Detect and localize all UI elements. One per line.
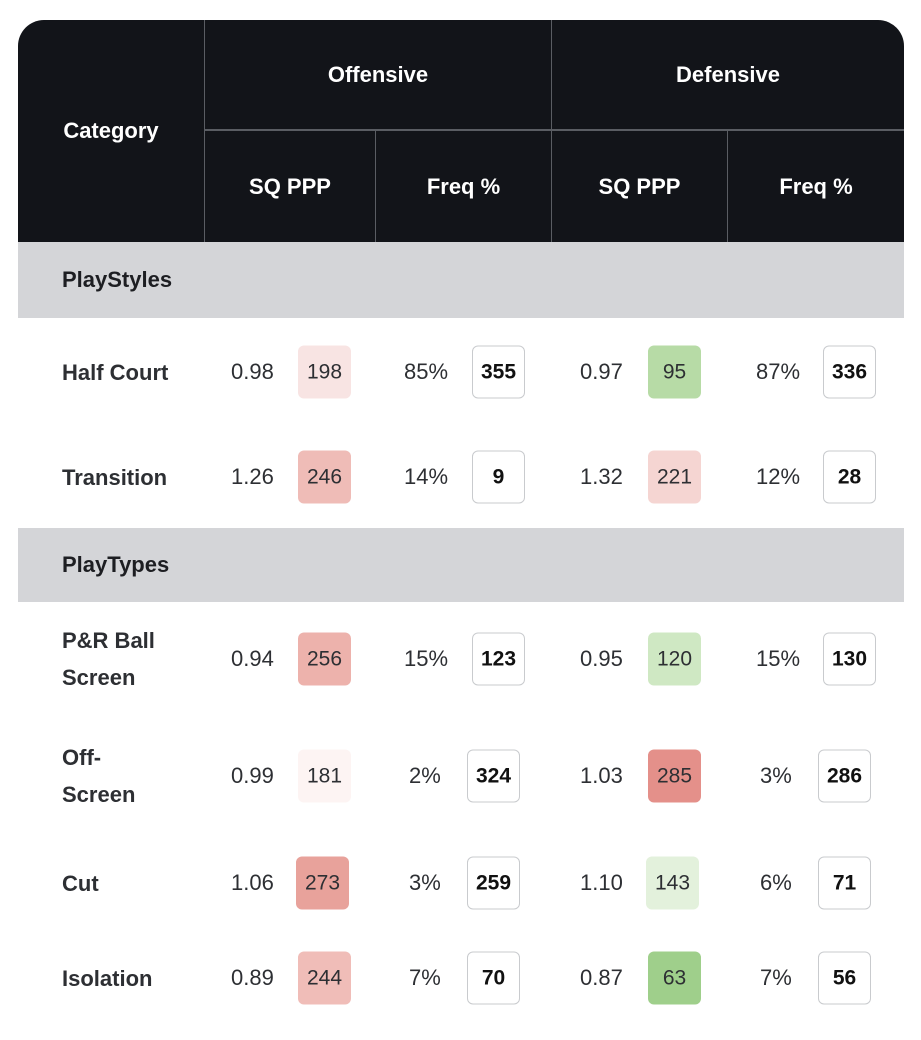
defensive-freq-rank: 336 [823,345,876,399]
defensive-freq-header[interactable]: Freq % [779,174,853,199]
defensive-sq-ppp-value: 0.87 [580,965,623,990]
row-category: P&R Ball Screen [62,628,155,690]
defensive-sq-ppp-value: 1.32 [580,464,623,489]
defensive-sq-ppp-rank: 63 [648,951,701,1005]
defensive-sq-ppp-rank: 143 [646,856,699,910]
stats-table: Category Offensive Defensive SQ PPP Freq… [18,20,904,1040]
offensive-sq-ppp-rank: 198 [298,345,351,399]
row-category: Isolation [62,965,153,991]
offensive-sq-ppp-rank: 244 [298,951,351,1005]
offensive-sq-ppp-rank: 246 [298,450,351,504]
defensive-freq-value: 15% [756,646,801,671]
offensive-freq-header[interactable]: Freq % [426,174,501,199]
offensive-group-header: Offensive [327,62,429,87]
offensive-freq-value: 14% [404,464,449,489]
offensive-sq-ppp-value: 0.99 [231,763,274,788]
table-header: Category Offensive Defensive SQ PPP Freq… [18,20,904,242]
offensive-sq-ppp-value: 1.06 [231,870,274,895]
defensive-sq-ppp-value: 0.97 [580,359,623,384]
table-row: Transition 1.26 246 14% 9 1.32 221 12% 2… [18,426,904,528]
offensive-freq-value: 15% [404,646,449,671]
defensive-sq-ppp-header[interactable]: SQ PPP [598,174,681,199]
table-row: P&R Ball Screen 0.94 256 15% 123 0.95 12… [18,602,904,716]
defensive-freq-value: 7% [760,965,792,990]
offensive-freq-value: 85% [404,359,449,384]
category-column-header: Category [63,118,159,143]
offensive-sq-ppp-value: 1.26 [231,464,274,489]
section-header-playtypes: PlayTypes [18,528,904,602]
header-divider [204,20,205,242]
defensive-freq-rank: 286 [818,749,871,803]
offensive-sq-ppp-rank: 181 [298,749,351,803]
defensive-sq-ppp-value: 0.95 [580,646,623,671]
row-category: Half Court [62,359,169,385]
offensive-freq-rank: 355 [472,345,525,399]
offensive-freq-rank: 259 [467,856,520,910]
header-divider [205,129,904,131]
defensive-freq-rank: 71 [818,856,871,910]
defensive-freq-value: 12% [756,464,801,489]
header-divider [551,20,552,242]
offensive-sq-ppp-value: 0.89 [231,965,274,990]
defensive-freq-value: 87% [756,359,801,384]
row-category: Transition [62,464,168,490]
offensive-freq-rank: 324 [467,749,520,803]
defensive-sq-ppp-rank: 221 [648,450,701,504]
defensive-sq-ppp-value: 1.03 [580,763,623,788]
offensive-freq-value: 3% [409,870,441,895]
defensive-freq-rank: 28 [823,450,876,504]
defensive-sq-ppp-rank: 120 [648,632,701,686]
defensive-freq-rank: 130 [823,632,876,686]
table-row: Cut 1.06 273 3% 259 1.10 143 6% 71 [18,836,904,930]
defensive-sq-ppp-value: 1.10 [580,870,623,895]
offensive-sq-ppp-header[interactable]: SQ PPP [249,174,331,199]
table-row: Half Court 0.98 198 85% 355 0.97 95 87% … [18,318,904,426]
defensive-freq-rank: 56 [818,951,871,1005]
defensive-sq-ppp-rank: 285 [648,749,701,803]
section-title: PlayStyles [62,267,173,292]
defensive-group-header: Defensive [676,62,780,87]
row-category: Cut [62,870,99,896]
header-divider [375,130,376,242]
offensive-freq-rank: 9 [472,450,525,504]
section-header-playstyles: PlayStyles [18,242,904,318]
offensive-sq-ppp-rank: 256 [298,632,351,686]
offensive-sq-ppp-value: 0.98 [231,359,274,384]
row-category: Off-Screen [62,745,136,807]
offensive-freq-value: 7% [409,965,441,990]
table-row: Off-Screen 0.99 181 2% 324 1.03 285 3% 2… [18,716,904,836]
offensive-freq-value: 2% [409,763,441,788]
defensive-freq-value: 3% [760,763,792,788]
offensive-sq-ppp-value: 0.94 [231,646,274,671]
table-row: Isolation 0.89 244 7% 70 0.87 63 7% 56 [18,930,904,1026]
offensive-freq-rank: 70 [467,951,520,1005]
offensive-freq-rank: 123 [472,632,525,686]
header-divider [727,130,728,242]
defensive-freq-value: 6% [760,870,792,895]
offensive-sq-ppp-rank: 273 [296,856,349,910]
defensive-sq-ppp-rank: 95 [648,345,701,399]
section-title: PlayTypes [62,552,170,577]
